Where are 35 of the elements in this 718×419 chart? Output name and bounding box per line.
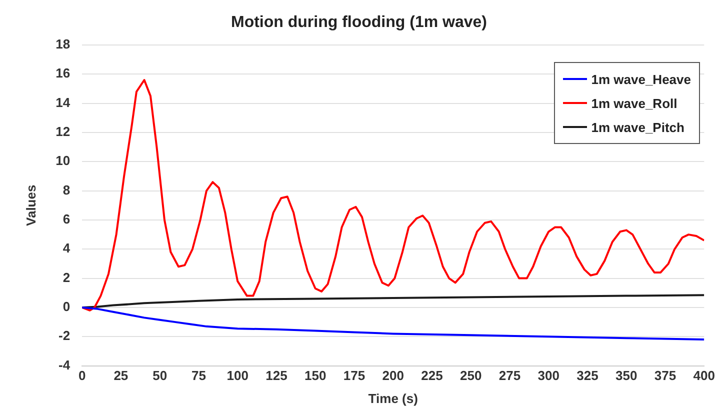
x-tick-label: 400 <box>693 368 716 384</box>
legend-label: 1m wave_Pitch <box>591 120 684 134</box>
x-tick-label: 175 <box>343 368 366 384</box>
x-tick-label: 300 <box>538 368 560 384</box>
y-tick-label: 0 <box>62 299 70 314</box>
x-tick-label: 125 <box>266 368 288 384</box>
x-tick-label: 25 <box>114 368 128 384</box>
y-tick-label: 8 <box>62 182 70 198</box>
y-tick-label: 16 <box>56 66 70 81</box>
y-tick-label: -2 <box>58 328 70 344</box>
x-tick-label: 275 <box>498 368 521 384</box>
x-tick-label: 50 <box>152 368 168 384</box>
y-tick-label: 18 <box>56 36 70 52</box>
x-tick-label: 150 <box>304 368 326 384</box>
y-tick-label: 10 <box>56 153 70 168</box>
legend-label: 1m wave_Heave <box>591 72 691 86</box>
y-tick-label: 4 <box>62 240 71 256</box>
y-tick-label: 14 <box>56 94 71 110</box>
x-tick-label: 375 <box>654 368 676 384</box>
chart-title: Motion during flooding (1m wave) <box>230 14 488 32</box>
legend-label: 1m wave_Roll <box>591 96 678 110</box>
y-tick-label: -4 <box>58 357 71 372</box>
x-tick-label: 250 <box>460 368 482 384</box>
y-tick-label: 6 <box>62 212 70 227</box>
x-tick-label: 325 <box>576 368 598 384</box>
x-tick-label: 200 <box>382 368 404 384</box>
x-tick-label: 100 <box>226 368 248 384</box>
y-tick-label: 2 <box>62 270 70 285</box>
x-tick-label: 0 <box>78 368 86 384</box>
x-tick-label: 350 <box>616 368 638 384</box>
x-tick-label: 75 <box>191 368 206 384</box>
x-axis-title: Time (s) <box>368 390 418 406</box>
y-tick-label: 12 <box>56 124 70 140</box>
y-axis-title: Values <box>23 184 38 226</box>
x-tick-label: 225 <box>421 368 443 384</box>
